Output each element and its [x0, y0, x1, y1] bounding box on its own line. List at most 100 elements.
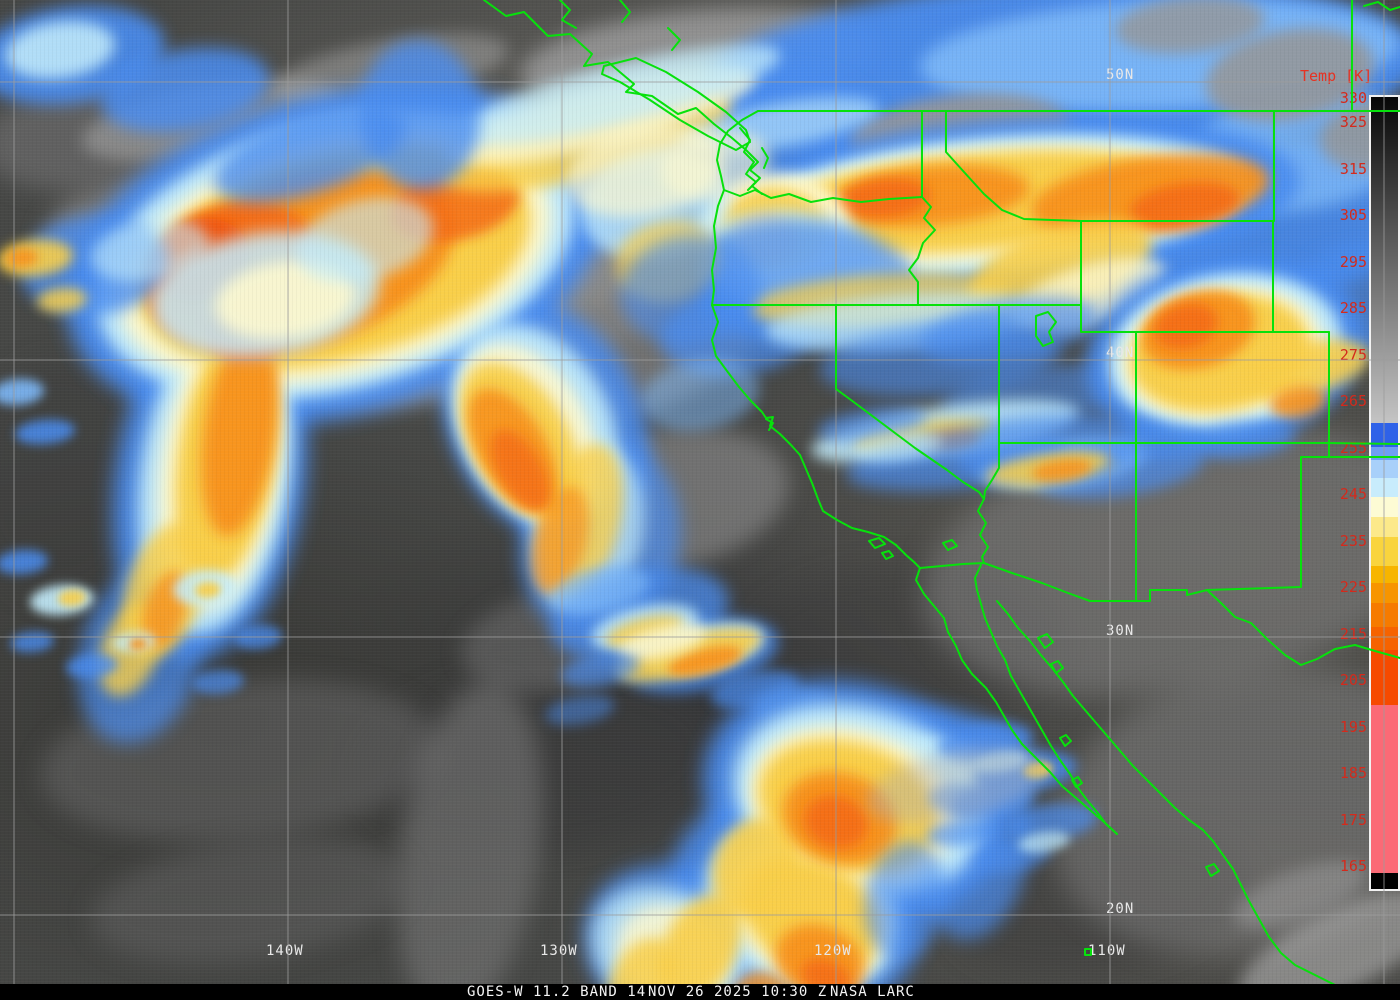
cloud-blob: [620, 234, 760, 346]
map-boundary-path: [1206, 589, 1400, 666]
latitude-label: 50N: [1106, 67, 1135, 83]
cloud-blob: [668, 646, 742, 676]
temperature-tick-label: 330: [1339, 89, 1367, 107]
cloud-blob: [658, 894, 742, 1000]
cloud-blob: [490, 429, 550, 511]
cloud-blob: [37, 287, 87, 313]
map-boundary-path: [1035, 311, 1057, 347]
cloud-blob: [1006, 803, 1098, 841]
temperature-tick-label: 295: [1339, 253, 1367, 271]
map-boundary-path: [1080, 220, 1330, 333]
cloud-blob: [66, 653, 118, 679]
map-boundary-path: [835, 304, 989, 564]
cloud-blob: [15, 419, 75, 445]
cloud-blob: [531, 486, 589, 594]
map-boundary-path: [974, 564, 1118, 835]
map-boundary-path: [908, 196, 936, 306]
map-boundary-path: [559, 0, 681, 51]
cloud-blob: [5, 21, 115, 79]
longitude-label: 120W: [814, 943, 852, 959]
map-boundary-path: [1206, 456, 1400, 591]
latitude-label: 30N: [1106, 623, 1135, 639]
temperature-tick-label: 325: [1339, 113, 1367, 131]
cloud-blob: [608, 937, 676, 1000]
cloud-blob: [58, 589, 86, 607]
cloud-blob: [90, 218, 210, 282]
cloud-blob: [101, 47, 269, 133]
temperature-tick-label: 265: [1339, 392, 1367, 410]
map-boundary-path: [1205, 863, 1220, 877]
cloud-blob: [864, 840, 946, 960]
temperature-tick-label: 205: [1339, 671, 1367, 689]
cloud-blob: [545, 694, 615, 726]
caption-satellite-band: GOES-W 11.2 BAND 14: [467, 984, 647, 1000]
cloud-blob: [853, 432, 943, 462]
map-boundary-path: [1084, 948, 1092, 956]
map-boundary-path: [1363, 1, 1400, 11]
cloud-blob: [618, 623, 706, 661]
temperature-tick-label: 285: [1339, 299, 1367, 317]
map-boundary-path: [765, 418, 774, 431]
cloud-blob: [550, 566, 650, 614]
latitude-label: 40N: [1106, 345, 1135, 361]
map-boundary-path: [996, 600, 1368, 1000]
temperature-tick-label: 235: [1339, 532, 1367, 550]
map-boundary-path: [1037, 633, 1083, 788]
cloud-blob: [296, 197, 434, 283]
cloud-blob: [640, 358, 760, 432]
temperature-tick-label: 305: [1339, 206, 1367, 224]
map-boundary-path: [711, 304, 921, 569]
cloud-blob: [1185, 421, 1295, 459]
cloud-blob: [0, 378, 44, 406]
cloud-blob: [1115, 0, 1265, 54]
cloud-blob: [926, 817, 998, 847]
temperature-tick-label: 195: [1339, 718, 1367, 736]
cloud-blob: [449, 44, 781, 146]
cloud-blob: [1270, 386, 1326, 418]
cloud-blob: [1233, 861, 1367, 929]
longitude-label: 140W: [266, 943, 304, 959]
cloud-blob: [195, 581, 221, 599]
temperature-tick-label: 315: [1339, 160, 1367, 178]
temperature-tick-label: 245: [1339, 485, 1367, 503]
cloud-blob: [0, 360, 150, 600]
map-boundary-path: [711, 189, 725, 306]
cloud-blob: [1205, 28, 1375, 122]
cloud-blob: [215, 261, 355, 339]
cloud-blob: [840, 177, 930, 219]
cloud-blob: [129, 637, 147, 651]
latitude-label: 20N: [1106, 901, 1135, 917]
temperature-tick-label: 185: [1339, 764, 1367, 782]
map-boundary-path: [983, 562, 1208, 602]
cloud-blob: [1018, 831, 1070, 853]
cloud-blob: [1154, 303, 1218, 349]
cloud-blob: [192, 669, 244, 695]
cloud-blob: [0, 549, 48, 575]
cloud-blob: [817, 406, 927, 442]
cloud-blob: [396, 681, 544, 1000]
cloud-blob: [866, 746, 1044, 826]
longitude-label: 130W: [540, 943, 578, 959]
caption-bar: GOES-W 11.2 BAND 14 NOV 26 2025 10:30 Z …: [0, 984, 1400, 1000]
temperature-tick-label: 215: [1339, 625, 1367, 643]
cloud-blob: [91, 836, 409, 964]
cloud-blob: [846, 413, 1164, 491]
cloud-blob: [359, 40, 481, 190]
temperature-tick-label: 175: [1339, 811, 1367, 829]
cloud-blob: [712, 817, 800, 919]
longitude-label: 110W: [1088, 943, 1126, 959]
cloud-blob: [1241, 339, 1369, 397]
cloud-blob: [560, 652, 640, 688]
map-boundary-path: [998, 442, 1400, 445]
cloud-blob: [1130, 181, 1240, 229]
map-boundary-path: [919, 562, 985, 569]
temperature-tick-label: 225: [1339, 578, 1367, 596]
map-boundary-path: [483, 0, 763, 195]
caption-datetime: NOV 26 2025 10:30 Z: [648, 984, 828, 1000]
temperature-tick-label: 275: [1339, 346, 1367, 364]
map-boundary-path: [868, 537, 958, 560]
cloud-blob: [201, 327, 279, 537]
